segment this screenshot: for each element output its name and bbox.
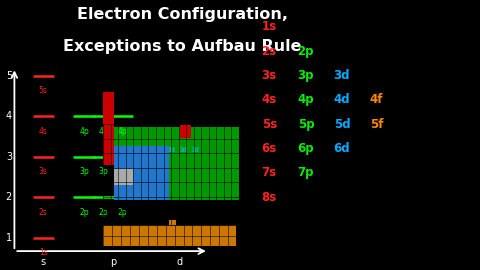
Text: 2p: 2p <box>298 45 314 58</box>
Text: 3p: 3p <box>98 167 108 176</box>
Bar <box>114 146 169 200</box>
Text: 3d: 3d <box>178 147 187 153</box>
Text: 4: 4 <box>6 111 12 121</box>
Text: 1s: 1s <box>262 21 277 33</box>
Text: 2s: 2s <box>262 45 277 58</box>
Text: s: s <box>41 257 46 267</box>
Text: 3p: 3p <box>79 167 89 176</box>
Text: 5d: 5d <box>334 118 350 131</box>
Text: Exceptions to Aufbau Rule: Exceptions to Aufbau Rule <box>63 39 301 54</box>
Text: Electron Configuration,: Electron Configuration, <box>77 7 288 22</box>
Text: 6d: 6d <box>334 142 350 155</box>
Text: p: p <box>109 257 116 267</box>
Text: 3d: 3d <box>166 147 175 153</box>
Bar <box>169 220 176 225</box>
Text: 5f: 5f <box>370 118 383 131</box>
Text: 2p: 2p <box>118 208 127 217</box>
Text: 3d: 3d <box>142 147 151 153</box>
Text: 3p: 3p <box>118 167 127 176</box>
Text: 2: 2 <box>6 192 12 202</box>
Text: 6s: 6s <box>262 142 277 155</box>
Text: 6p: 6p <box>298 142 314 155</box>
Bar <box>180 125 191 138</box>
Bar <box>103 92 114 165</box>
Text: 4s: 4s <box>262 93 277 106</box>
Text: 7s: 7s <box>262 166 277 179</box>
Text: 4d: 4d <box>334 93 350 106</box>
Text: 7p: 7p <box>298 166 314 179</box>
Text: 4p: 4p <box>98 127 108 136</box>
Text: 2p: 2p <box>79 208 89 217</box>
Text: 5s: 5s <box>262 118 277 131</box>
Text: 4p: 4p <box>298 93 314 106</box>
Bar <box>103 225 236 246</box>
Text: 1: 1 <box>6 232 12 243</box>
Text: 8s: 8s <box>262 191 277 204</box>
Text: 5s: 5s <box>39 86 48 95</box>
Text: 3s: 3s <box>39 167 48 176</box>
Bar <box>114 169 133 185</box>
Text: 1s: 1s <box>39 248 48 257</box>
Text: 5p: 5p <box>298 118 314 131</box>
Text: 4p: 4p <box>118 127 127 136</box>
Text: 2s: 2s <box>39 208 48 217</box>
Text: 3d: 3d <box>190 147 199 153</box>
Text: 5: 5 <box>6 70 12 81</box>
Bar <box>114 127 239 200</box>
Text: 3d: 3d <box>334 69 350 82</box>
Text: 4p: 4p <box>79 127 89 136</box>
Text: 4f: 4f <box>370 93 383 106</box>
Text: 4s: 4s <box>39 127 48 136</box>
Text: d: d <box>177 257 183 267</box>
Text: 3: 3 <box>6 151 12 162</box>
Text: 2p: 2p <box>98 208 108 217</box>
Text: 3s: 3s <box>262 69 277 82</box>
Text: 3d: 3d <box>154 147 163 153</box>
Text: 3p: 3p <box>298 69 314 82</box>
